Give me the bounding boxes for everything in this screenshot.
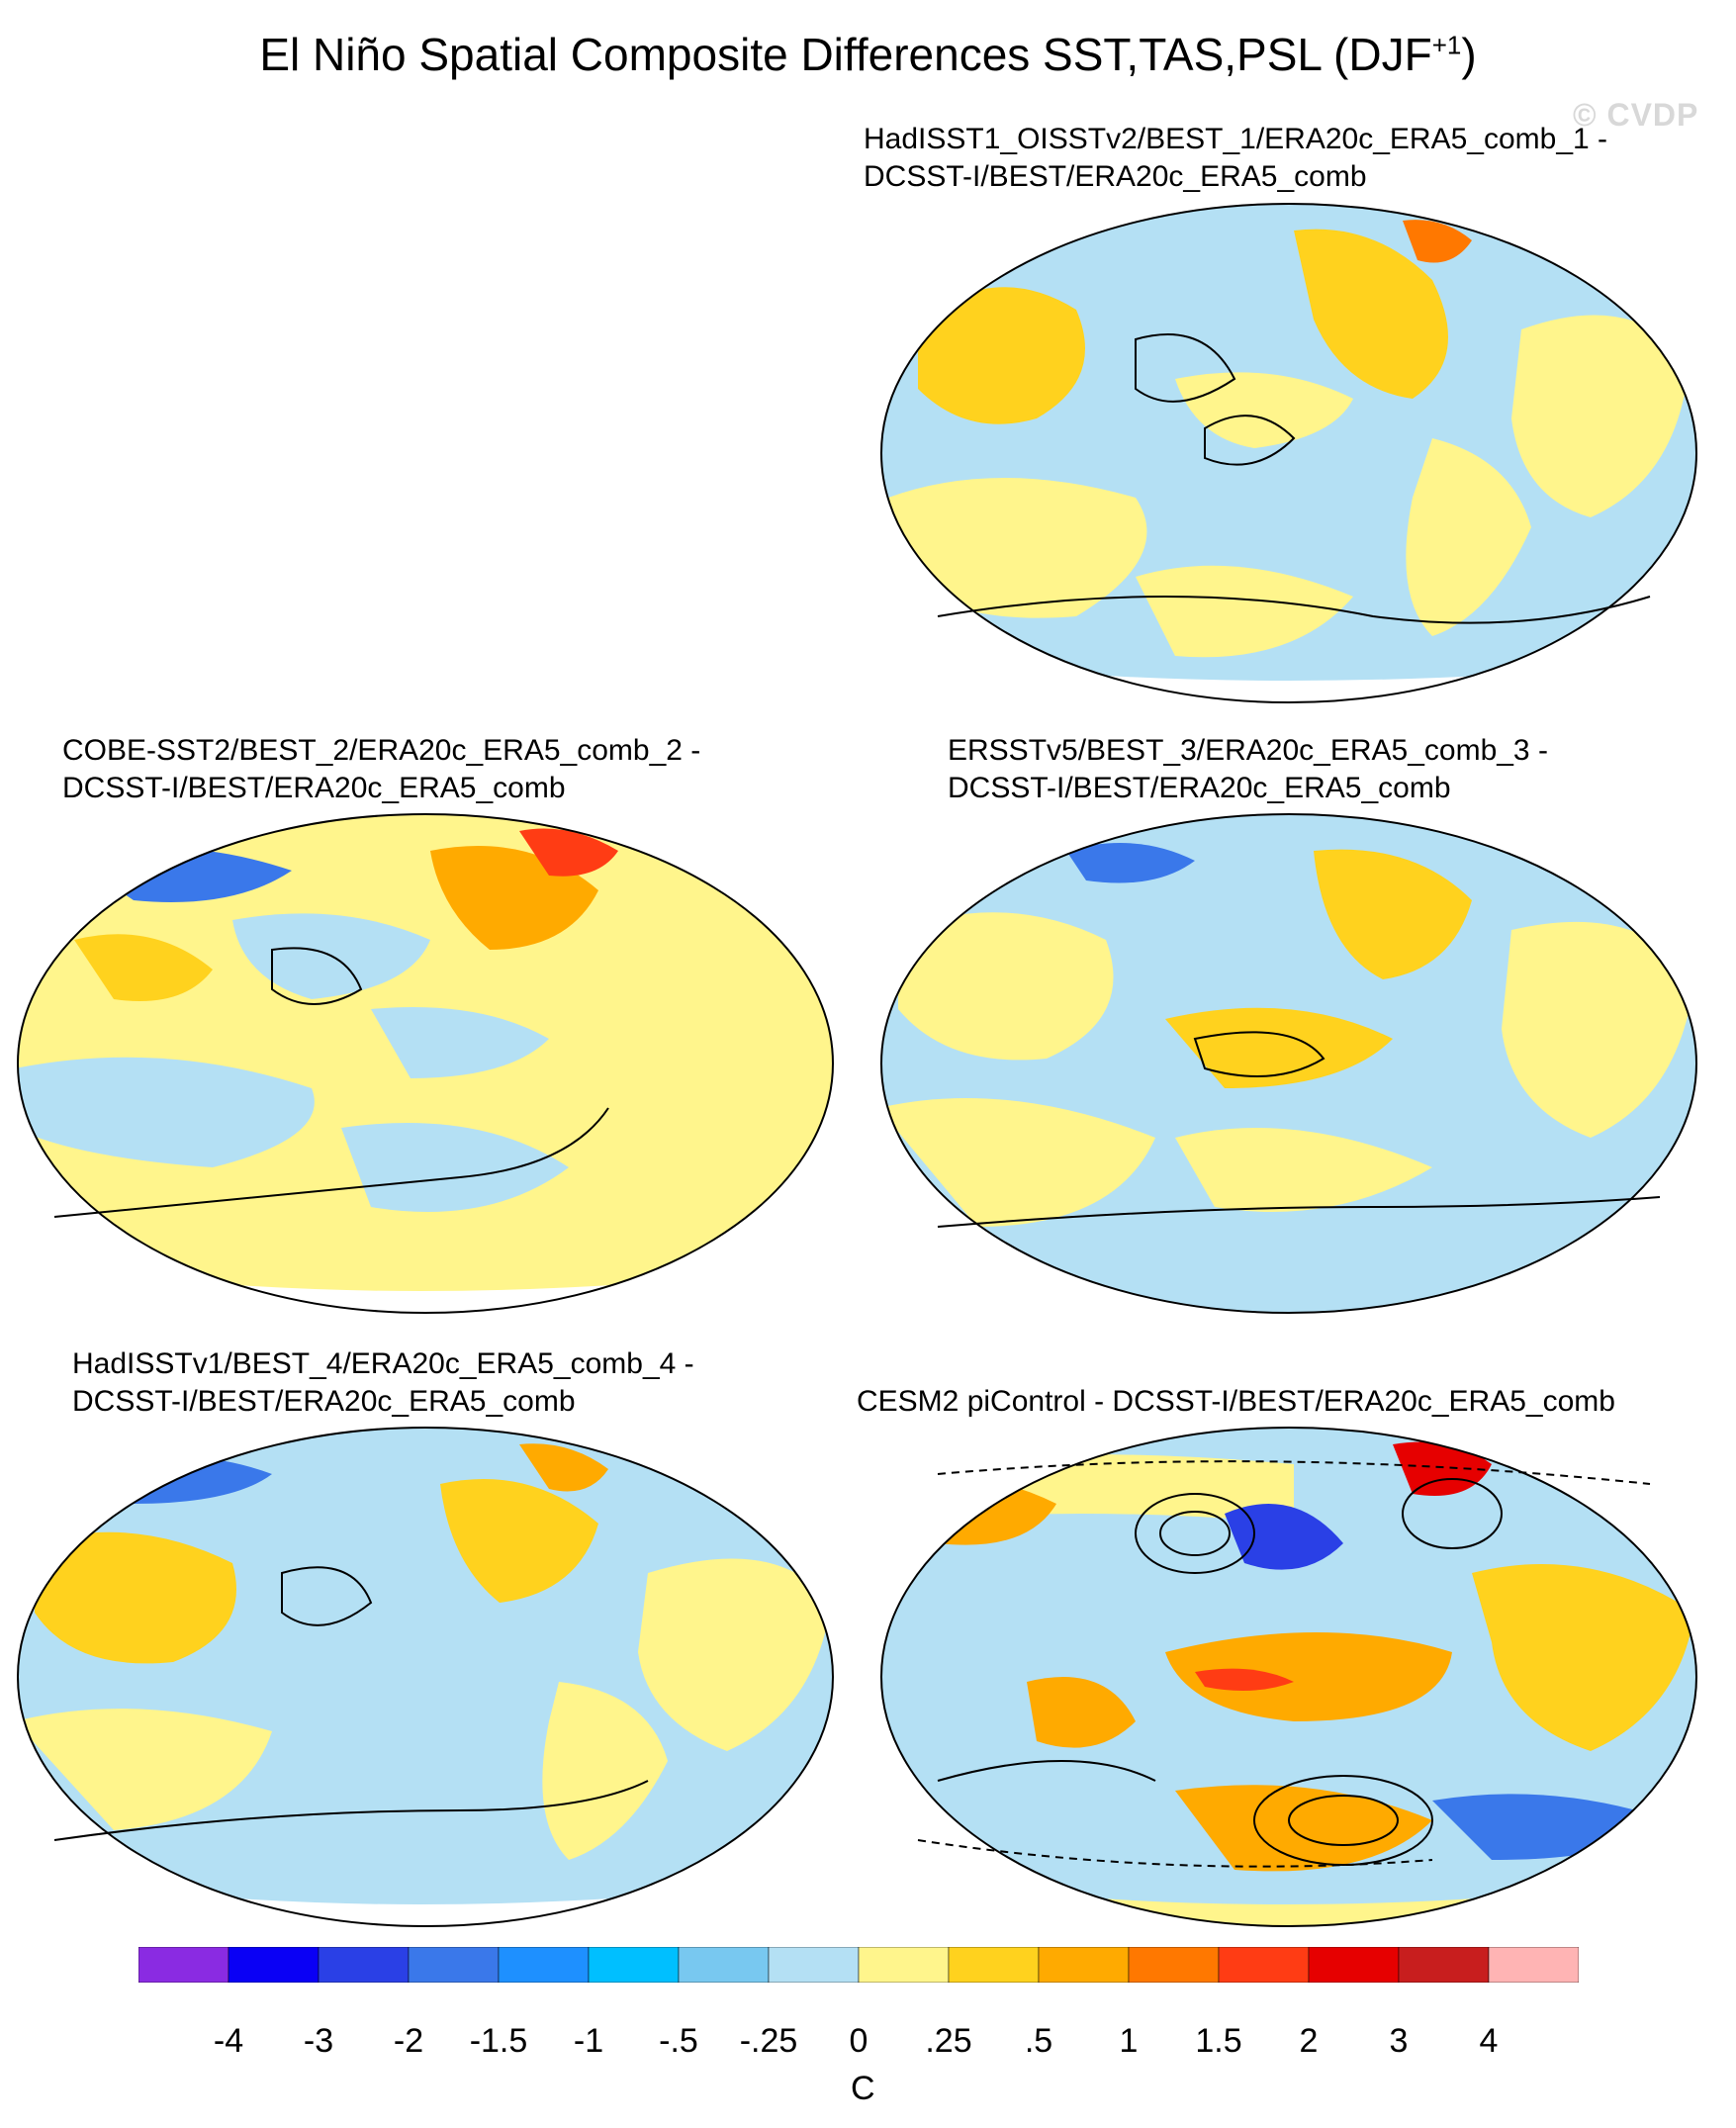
colorbar-tick-label: 0 bbox=[849, 2022, 868, 2060]
colorbar-tick-label: 1 bbox=[1119, 2022, 1139, 2060]
panel-4-label: HadISSTv1/BEST_4/ERA20c_ERA5_comb_4 - DCS… bbox=[72, 1347, 694, 1418]
panel-2-map bbox=[17, 813, 834, 1314]
colorbar-tick-label: 2 bbox=[1299, 2022, 1319, 2060]
colorbar-tick-label: -1.5 bbox=[469, 2022, 528, 2060]
panel-3-label: ERSSTv5/BEST_3/ERA20c_ERA5_comb_3 - DCSST… bbox=[948, 734, 1548, 804]
colorbar-box bbox=[678, 1947, 770, 1983]
colorbar-box bbox=[408, 1947, 500, 1983]
colorbar-tick-label: .25 bbox=[925, 2022, 972, 2060]
colorbar-tick-label: -1 bbox=[573, 2022, 604, 2060]
colorbar-box bbox=[498, 1947, 590, 1983]
colorbar-tick-label: 4 bbox=[1479, 2022, 1499, 2060]
panel-1-map bbox=[880, 203, 1697, 703]
panel-4-map bbox=[17, 1427, 834, 1927]
colorbar-tick-label: -4 bbox=[213, 2022, 244, 2060]
panel-5-label: CESM2 piControl - DCSST-I/BEST/ERA20c_ER… bbox=[857, 1385, 1615, 1418]
colorbar-box bbox=[1398, 1947, 1490, 1983]
colorbar-tick-label: 1.5 bbox=[1195, 2022, 1242, 2060]
colorbar-box bbox=[228, 1947, 320, 1983]
colorbar-tick-label: 3 bbox=[1389, 2022, 1409, 2060]
colorbar-unit: C bbox=[851, 2070, 875, 2107]
colorbar-tick-label: -2 bbox=[393, 2022, 424, 2060]
colorbar-tick-label: -3 bbox=[303, 2022, 334, 2060]
colorbar bbox=[138, 1947, 1579, 1983]
colorbar-box bbox=[1128, 1947, 1220, 1983]
colorbar-box bbox=[318, 1947, 410, 1983]
colorbar-box bbox=[588, 1947, 680, 1983]
colorbar-box bbox=[768, 1947, 860, 1983]
panel-3-map bbox=[880, 813, 1697, 1314]
colorbar-box bbox=[1218, 1947, 1310, 1983]
colorbar-box bbox=[858, 1947, 950, 1983]
panel-1-label: HadISST1_OISSTv2/BEST_1/ERA20c_ERA5_comb… bbox=[864, 123, 1608, 193]
colorbar-box bbox=[948, 1947, 1040, 1983]
watermark: © CVDP bbox=[1573, 97, 1699, 133]
colorbar-tick-label: -.25 bbox=[739, 2022, 798, 2060]
colorbar-tick-label: .5 bbox=[1024, 2022, 1053, 2060]
colorbar-box bbox=[1038, 1947, 1130, 1983]
colorbar-box bbox=[1308, 1947, 1400, 1983]
colorbar-box bbox=[1488, 1947, 1579, 1983]
panel-2-label: COBE-SST2/BEST_2/ERA20c_ERA5_comb_2 - DCS… bbox=[62, 734, 701, 804]
figure-title: El Niño Spatial Composite Differences SS… bbox=[259, 29, 1477, 80]
colorbar-tick-label: -.5 bbox=[659, 2022, 698, 2060]
panel-5-map bbox=[880, 1427, 1697, 1927]
colorbar-box bbox=[138, 1947, 229, 1983]
